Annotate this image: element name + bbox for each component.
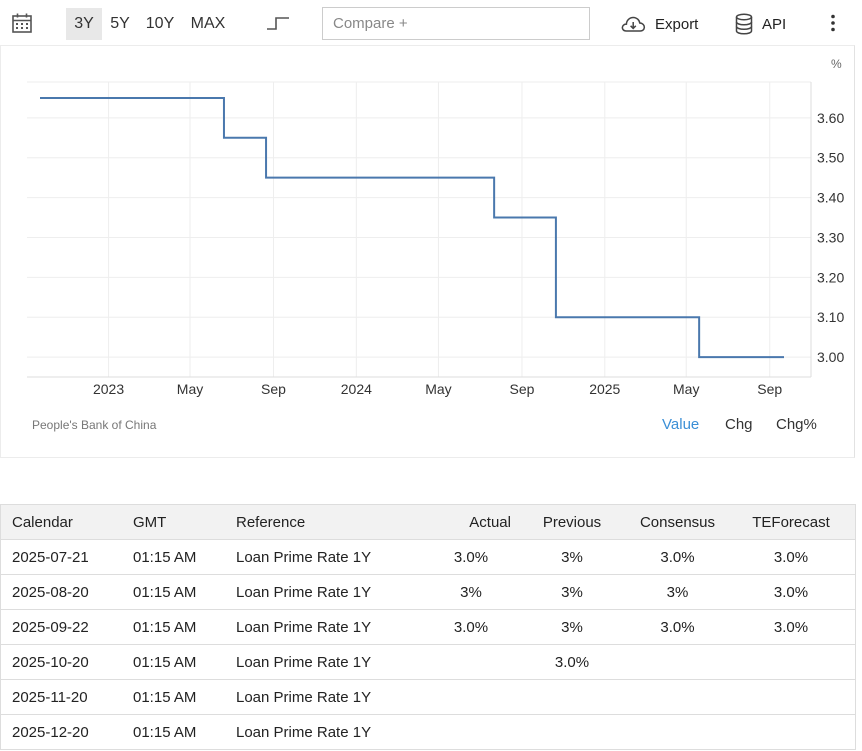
- y-tick-label: 3.60: [817, 110, 844, 126]
- row-consensus: 3.0%: [628, 539, 727, 575]
- row-reference[interactable]: Loan Prime Rate 1Y: [236, 539, 426, 575]
- header-actual: Actual: [426, 504, 516, 540]
- row-teforecast: 3.0%: [727, 574, 856, 610]
- row-previous: 3%: [516, 574, 628, 610]
- x-tick-label: 2025: [589, 381, 620, 397]
- row-previous: [516, 679, 628, 715]
- row-reference[interactable]: Loan Prime Rate 1Y: [236, 714, 426, 750]
- header-previous: Previous: [516, 504, 628, 540]
- row-actual: 3.0%: [426, 539, 516, 575]
- export-label: Export: [655, 15, 699, 33]
- row-date: 2025-08-20: [0, 574, 133, 610]
- header-teforecast: TEForecast: [727, 504, 856, 540]
- row-gmt: 01:15 AM: [133, 539, 236, 575]
- row-gmt: 01:15 AM: [133, 644, 236, 680]
- more-options-icon[interactable]: [826, 12, 840, 34]
- row-reference[interactable]: Loan Prime Rate 1Y: [236, 679, 426, 715]
- x-tick-label: May: [425, 381, 451, 397]
- row-actual: 3.0%: [426, 609, 516, 645]
- x-tick-label: May: [673, 381, 699, 397]
- interest-rate-chart[interactable]: 3.60 3.50 3.40 3.30 3.20 3.10 3.00% 2023 May Sep 2…: [1, 46, 854, 411]
- range-10y-button[interactable]: 10Y: [145, 15, 175, 32]
- cloud-download-icon: [620, 14, 646, 34]
- row-date: 2025-10-20: [0, 644, 133, 680]
- row-gmt: 01:15 AM: [133, 714, 236, 750]
- economic-calendar-table: Calendar GMT Reference Actual Previous C…: [0, 504, 856, 750]
- y-tick-label: 3.40: [817, 190, 844, 206]
- table-row[interactable]: 2025-11-20 01:15 AM Loan Prime Rate 1Y: [0, 679, 856, 715]
- table-header-row: Calendar GMT Reference Actual Previous C…: [0, 504, 856, 540]
- database-icon: [735, 13, 753, 35]
- chart-panel: 3.60 3.50 3.40 3.30 3.20 3.10 3.00% 2023 May Sep 2…: [0, 45, 855, 458]
- row-gmt: 01:15 AM: [133, 609, 236, 645]
- table-row[interactable]: 2025-08-20 01:15 AM Loan Prime Rate 1Y 3…: [0, 574, 856, 610]
- row-reference[interactable]: Loan Prime Rate 1Y: [236, 644, 426, 680]
- row-consensus: [628, 644, 727, 680]
- row-date: 2025-11-20: [0, 679, 133, 715]
- header-reference: Reference: [236, 504, 426, 540]
- y-tick-label: 3.00: [817, 349, 844, 365]
- row-teforecast: 3.0%: [727, 609, 856, 645]
- row-actual: [426, 714, 516, 750]
- chart-toolbar: 3Y 5Y 10Y MAX Export API: [0, 0, 856, 46]
- table-row[interactable]: 2025-07-21 01:15 AM Loan Prime Rate 1Y 3…: [0, 539, 856, 575]
- row-date: 2025-09-22: [0, 609, 133, 645]
- x-tick-label: May: [177, 381, 203, 397]
- row-consensus: 3.0%: [628, 609, 727, 645]
- x-tick-label: 2024: [341, 381, 372, 397]
- x-tick-label: Sep: [510, 381, 535, 397]
- chart-source-label: People's Bank of China: [32, 418, 157, 432]
- row-gmt: 01:15 AM: [133, 679, 236, 715]
- api-label: API: [762, 15, 787, 33]
- row-date: 2025-12-20: [0, 714, 133, 750]
- row-teforecast: [727, 714, 856, 750]
- api-button[interactable]: API: [735, 8, 786, 40]
- table-row[interactable]: 2025-12-20 01:15 AM Loan Prime Rate 1Y: [0, 714, 856, 750]
- y-tick-label: 3.10: [817, 309, 844, 325]
- row-previous: 3%: [516, 609, 628, 645]
- row-date: 2025-07-21: [0, 539, 133, 575]
- row-actual: [426, 644, 516, 680]
- x-tick-label: Sep: [261, 381, 286, 397]
- export-button[interactable]: Export: [620, 8, 698, 40]
- row-consensus: [628, 714, 727, 750]
- x-tick-label: Sep: [757, 381, 782, 397]
- y-tick-label: 3.20: [817, 269, 844, 285]
- step-line-icon[interactable]: [266, 14, 290, 32]
- row-consensus: [628, 679, 727, 715]
- row-teforecast: [727, 679, 856, 715]
- row-reference[interactable]: Loan Prime Rate 1Y: [236, 574, 426, 610]
- row-previous: 3.0%: [516, 644, 628, 680]
- row-gmt: 01:15 AM: [133, 574, 236, 610]
- y-tick-label: 3.50: [817, 150, 844, 166]
- calendar-icon[interactable]: [11, 12, 33, 34]
- header-gmt: GMT: [133, 504, 236, 540]
- rate-series-line: [40, 96, 784, 359]
- header-calendar: Calendar: [0, 504, 133, 540]
- range-max-button[interactable]: MAX: [190, 15, 226, 32]
- y-tick-label: 3.30: [817, 229, 844, 245]
- range-5y-button[interactable]: 5Y: [110, 15, 130, 32]
- compare-input[interactable]: [322, 7, 590, 40]
- range-3y-button[interactable]: 3Y: [66, 8, 102, 40]
- row-consensus: 3%: [628, 574, 727, 610]
- chg-percent-mode-button[interactable]: Chg%: [776, 416, 817, 433]
- row-actual: 3%: [426, 574, 516, 610]
- table-row[interactable]: 2025-10-20 01:15 AM Loan Prime Rate 1Y 3…: [0, 644, 856, 680]
- value-mode-button[interactable]: Value: [662, 416, 700, 433]
- row-previous: [516, 714, 628, 750]
- table-row[interactable]: 2025-09-22 01:15 AM Loan Prime Rate 1Y 3…: [0, 609, 856, 645]
- header-consensus: Consensus: [628, 504, 727, 540]
- row-teforecast: 3.0%: [727, 539, 856, 575]
- row-previous: 3%: [516, 539, 628, 575]
- row-reference[interactable]: Loan Prime Rate 1Y: [236, 609, 426, 645]
- y-unit-label: %: [831, 57, 842, 71]
- row-teforecast: [727, 644, 856, 680]
- row-actual: [426, 679, 516, 715]
- chg-mode-button[interactable]: Chg: [725, 416, 753, 433]
- x-tick-label: 2023: [93, 381, 124, 397]
